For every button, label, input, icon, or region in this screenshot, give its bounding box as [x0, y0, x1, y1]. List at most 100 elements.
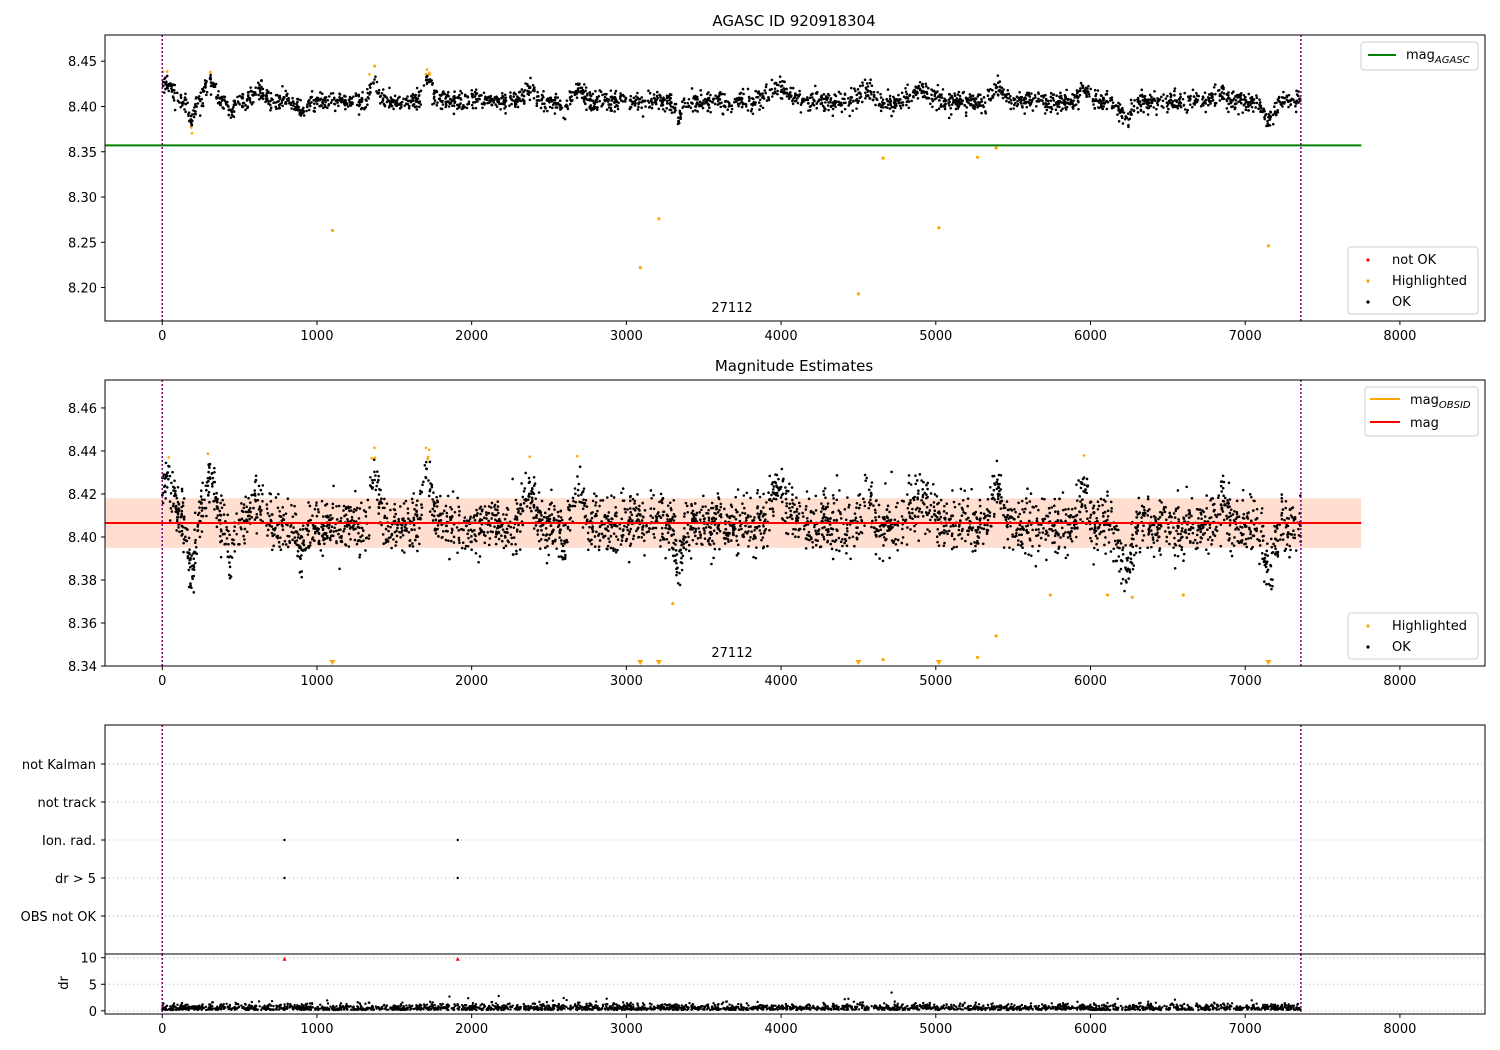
ok-point [576, 488, 580, 492]
ok-point [446, 100, 450, 104]
ok-point [305, 109, 308, 113]
highlighted-point [424, 72, 428, 76]
ok-point [281, 542, 285, 546]
ok-point [178, 101, 181, 104]
ok-point [771, 507, 774, 510]
ok-point [1172, 512, 1176, 515]
legend-mag-agasc-text: magAGASC [1406, 48, 1470, 66]
ok-point [1013, 508, 1016, 511]
ok-point [177, 526, 180, 529]
ok-point [487, 519, 490, 523]
ok-point [406, 95, 409, 98]
ok-point [762, 492, 765, 496]
ok-point [1165, 101, 1169, 104]
ok-point [970, 487, 973, 491]
ok-point [255, 513, 259, 516]
ok-point [928, 509, 932, 512]
ok-point [1152, 523, 1156, 527]
ok-point [550, 513, 554, 516]
ok-point [706, 109, 710, 113]
ok-point [794, 535, 797, 538]
highlighted-point [425, 68, 429, 71]
ok-point [631, 497, 635, 501]
ok-point [1260, 551, 1264, 555]
ok-point [489, 97, 493, 101]
ok-point [714, 512, 718, 516]
ok-point [1227, 502, 1230, 505]
ok-point [771, 491, 775, 494]
ok-point [335, 541, 338, 545]
ok-point [1005, 515, 1008, 519]
ok-point [478, 507, 482, 510]
ok-point [826, 96, 830, 100]
ok-point [271, 98, 274, 101]
ok-point [400, 100, 404, 104]
ok-point [200, 97, 203, 101]
ok-point [560, 549, 564, 553]
ok-point [450, 531, 453, 534]
ok-point [323, 542, 326, 546]
ok-point [540, 514, 543, 517]
ok-point [939, 498, 943, 502]
ok-point [588, 90, 592, 94]
ok-point [324, 96, 328, 99]
ok-point [200, 530, 204, 533]
ok-point [1149, 515, 1153, 519]
ok-point [1274, 530, 1277, 533]
ok-point [1085, 477, 1089, 481]
ok-point [839, 517, 843, 520]
ok-point [1233, 107, 1237, 111]
ok-point [822, 512, 826, 516]
ok-point [538, 547, 542, 551]
ok-point [1028, 103, 1032, 107]
ok-point [426, 78, 430, 82]
ok-point [452, 535, 456, 539]
ok-point [232, 110, 236, 113]
ok-point [259, 518, 262, 522]
ok-point [915, 90, 919, 93]
ok-point [184, 102, 188, 106]
ok-point [222, 503, 226, 507]
ok-point [1049, 99, 1053, 102]
ok-point [307, 101, 311, 105]
ok-point [690, 87, 694, 90]
ok-point [236, 100, 240, 103]
ok-point [742, 506, 746, 510]
ok-point [935, 108, 938, 112]
ok-point [991, 88, 994, 92]
ok-point [812, 103, 816, 107]
ok-point [1164, 97, 1168, 100]
ok-point [785, 502, 789, 505]
ok-point [1183, 108, 1187, 111]
ok-point [1243, 96, 1247, 99]
x-tick-label-4000: 4000 [765, 329, 798, 344]
ok-point [222, 95, 225, 98]
ok-point [1259, 110, 1262, 114]
ok-point [687, 549, 691, 553]
ok-point [1127, 125, 1130, 129]
ok-point [686, 510, 690, 514]
ok-point [1277, 99, 1281, 103]
ok-point [370, 478, 374, 482]
ok-point [1211, 96, 1214, 99]
ok-point [440, 100, 444, 104]
ok-point [1187, 532, 1191, 536]
ok-point [703, 531, 706, 535]
ok-point [251, 90, 254, 93]
ok-point [560, 542, 563, 545]
ok-point [929, 102, 932, 106]
ok-point [1106, 494, 1109, 497]
ok-point [1225, 107, 1229, 110]
ok-point [201, 102, 205, 105]
ok-point [1152, 106, 1156, 109]
ok-point [1201, 96, 1205, 99]
ok-point [576, 88, 580, 92]
ok-point [863, 78, 867, 82]
ok-point [1251, 110, 1255, 113]
ok-point [254, 93, 258, 96]
ok-point [1176, 554, 1180, 558]
ok-point [180, 529, 184, 533]
ok-point [858, 96, 861, 100]
ok-point [640, 536, 644, 539]
ok-point [1227, 91, 1230, 94]
